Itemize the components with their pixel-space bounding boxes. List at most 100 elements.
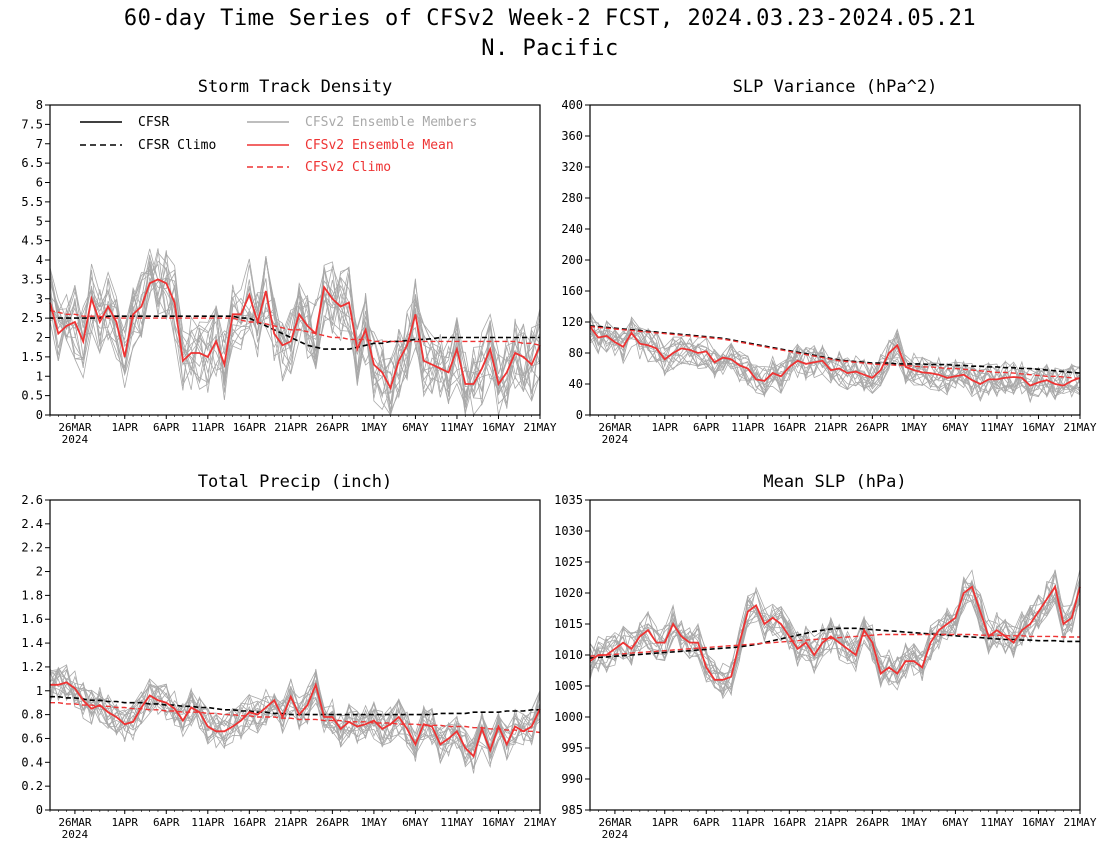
y-tick-label: 400: [561, 98, 583, 112]
x-tick-label: 26APR: [316, 816, 349, 829]
cfsr-climo-line: [50, 315, 540, 350]
legend-ens-mean-label: CFSv2 Ensemble Mean: [305, 138, 454, 153]
x-tick-label: 1MAY: [901, 816, 928, 829]
ensemble-member-line: [49, 667, 541, 770]
chart-panel-1: Storm Track Density 0 0.5 1 1.5 2 2.5 3 3.5 4 4.5 5…: [21, 77, 557, 446]
x-tick-label: 6APR: [153, 816, 180, 829]
x-tick-label: 16APR: [773, 816, 806, 829]
y-tick-label: 3: [36, 292, 43, 306]
ensemble-member-line: [49, 248, 541, 398]
panel-title: Total Precip (inch): [198, 472, 392, 492]
cfsv2-climo-line: [589, 633, 1080, 657]
y-tick-label: 7: [36, 137, 43, 151]
ensemble-member-line: [589, 321, 1081, 395]
x-tick-label: 11APR: [731, 421, 764, 434]
panel-title: SLP Variance (hPa^2): [733, 77, 938, 97]
y-tick-label: 4: [36, 253, 43, 267]
y-tick-label: 1: [36, 369, 43, 383]
y-tick-label: 985: [561, 803, 583, 817]
x-tick-label: 6APR: [693, 816, 720, 829]
y-tick-label: 995: [561, 741, 583, 755]
ensemble-member-line: [49, 260, 541, 406]
chart-panel-4: Mean SLP (hPa) 985 990 995 1000 1005 1010 1015 1…: [554, 472, 1097, 841]
y-tick-label: 6: [36, 176, 43, 190]
x-tick-label: 21APR: [274, 421, 307, 434]
y-tick-label: 4.5: [21, 234, 43, 248]
x-tick-label: 21MAY: [1063, 421, 1096, 434]
x-tick-label: 21MAY: [523, 816, 556, 829]
x-tick-year-label: 2024: [602, 433, 629, 446]
y-tick-label: 2: [36, 565, 43, 579]
ensemble-member-line: [589, 321, 1081, 397]
y-tick-label: 2.6: [21, 493, 43, 507]
cfsv2-climo-line: [589, 325, 1081, 380]
y-tick-label: 2.4: [21, 517, 43, 531]
y-tick-label: 120: [561, 315, 583, 329]
chart-panel-3: Total Precip (inch) 0 0.2 0.4 0.6 0.8 1 1.2 1.4 1…: [21, 472, 557, 841]
y-tick-label: 990: [561, 772, 583, 786]
y-tick-label: 1.6: [21, 612, 43, 626]
x-tick-label: 6MAY: [942, 421, 969, 434]
x-tick-label: 16APR: [233, 421, 266, 434]
ensemble-mean-line: [49, 278, 541, 391]
x-tick-label: 21MAY: [523, 421, 556, 434]
x-tick-label: 1APR: [651, 421, 678, 434]
x-tick-label: 11MAY: [980, 421, 1013, 434]
y-tick-label: 5.5: [21, 195, 43, 209]
y-tick-label: 6.5: [21, 156, 43, 170]
x-tick-label: 6MAY: [402, 816, 429, 829]
x-tick-label: 1APR: [111, 421, 138, 434]
x-tick-label: 26MAR: [598, 816, 631, 829]
x-tick-label: 26MAR: [598, 421, 631, 434]
y-tick-label: 0.5: [21, 389, 43, 403]
x-tick-label: 1MAY: [361, 421, 388, 434]
x-tick-label: 16APR: [773, 421, 806, 434]
y-tick-label: 1020: [554, 586, 583, 600]
x-tick-label: 6MAY: [942, 816, 969, 829]
x-tick-label: 16MAY: [482, 816, 515, 829]
cfsr-climo-line: [589, 627, 1080, 659]
x-tick-label: 21MAY: [1063, 816, 1096, 829]
x-tick-year-label: 2024: [602, 828, 629, 841]
y-tick-label: 320: [561, 160, 583, 174]
ensemble-member-line: [589, 585, 1081, 686]
x-tick-label: 11APR: [191, 421, 224, 434]
y-tick-label: 0: [36, 803, 43, 817]
y-tick-label: 1015: [554, 617, 583, 631]
chart-panel-2: SLP Variance (hPa^2) 0 40 80 120 160 200 240 280…: [561, 77, 1097, 446]
x-tick-label: 26MAR: [58, 816, 91, 829]
x-tick-label: 26MAR: [58, 421, 91, 434]
x-tick-label: 6APR: [693, 421, 720, 434]
y-tick-label: 1: [36, 684, 43, 698]
x-tick-label: 26APR: [316, 421, 349, 434]
x-tick-label: 26APR: [856, 816, 889, 829]
legend-cfsr-climo-label: CFSR Climo: [138, 138, 216, 153]
ensemble-member-line: [49, 669, 541, 767]
y-tick-label: 2.5: [21, 311, 43, 325]
y-tick-label: 240: [561, 222, 583, 236]
y-tick-label: 5: [36, 214, 43, 228]
x-tick-label: 16MAY: [1022, 421, 1055, 434]
panel-title: Storm Track Density: [198, 77, 392, 97]
x-tick-label: 11APR: [731, 816, 764, 829]
x-tick-label: 16APR: [233, 816, 266, 829]
x-tick-label: 6APR: [153, 421, 180, 434]
y-tick-label: 40: [569, 377, 583, 391]
y-tick-label: 0.2: [21, 779, 43, 793]
ensemble-member-line: [589, 569, 1081, 686]
y-tick-label: 0: [36, 408, 43, 422]
y-tick-label: 2: [36, 331, 43, 345]
panel-title: Mean SLP (hPa): [763, 472, 906, 492]
ensemble-member-line: [49, 268, 541, 399]
y-tick-label: 0.8: [21, 708, 43, 722]
x-tick-label: 1APR: [111, 816, 138, 829]
y-tick-label: 200: [561, 253, 583, 267]
figure-subtitle: N. Pacific: [481, 36, 619, 61]
ensemble-member-line: [589, 570, 1081, 681]
x-tick-label: 21APR: [274, 816, 307, 829]
cfsr-climo-line: [50, 695, 540, 716]
y-tick-label: 3.5: [21, 272, 43, 286]
ensemble-member-line: [49, 670, 541, 768]
ensemble-mean-line: [589, 584, 1081, 681]
y-tick-label: 2.2: [21, 541, 43, 555]
